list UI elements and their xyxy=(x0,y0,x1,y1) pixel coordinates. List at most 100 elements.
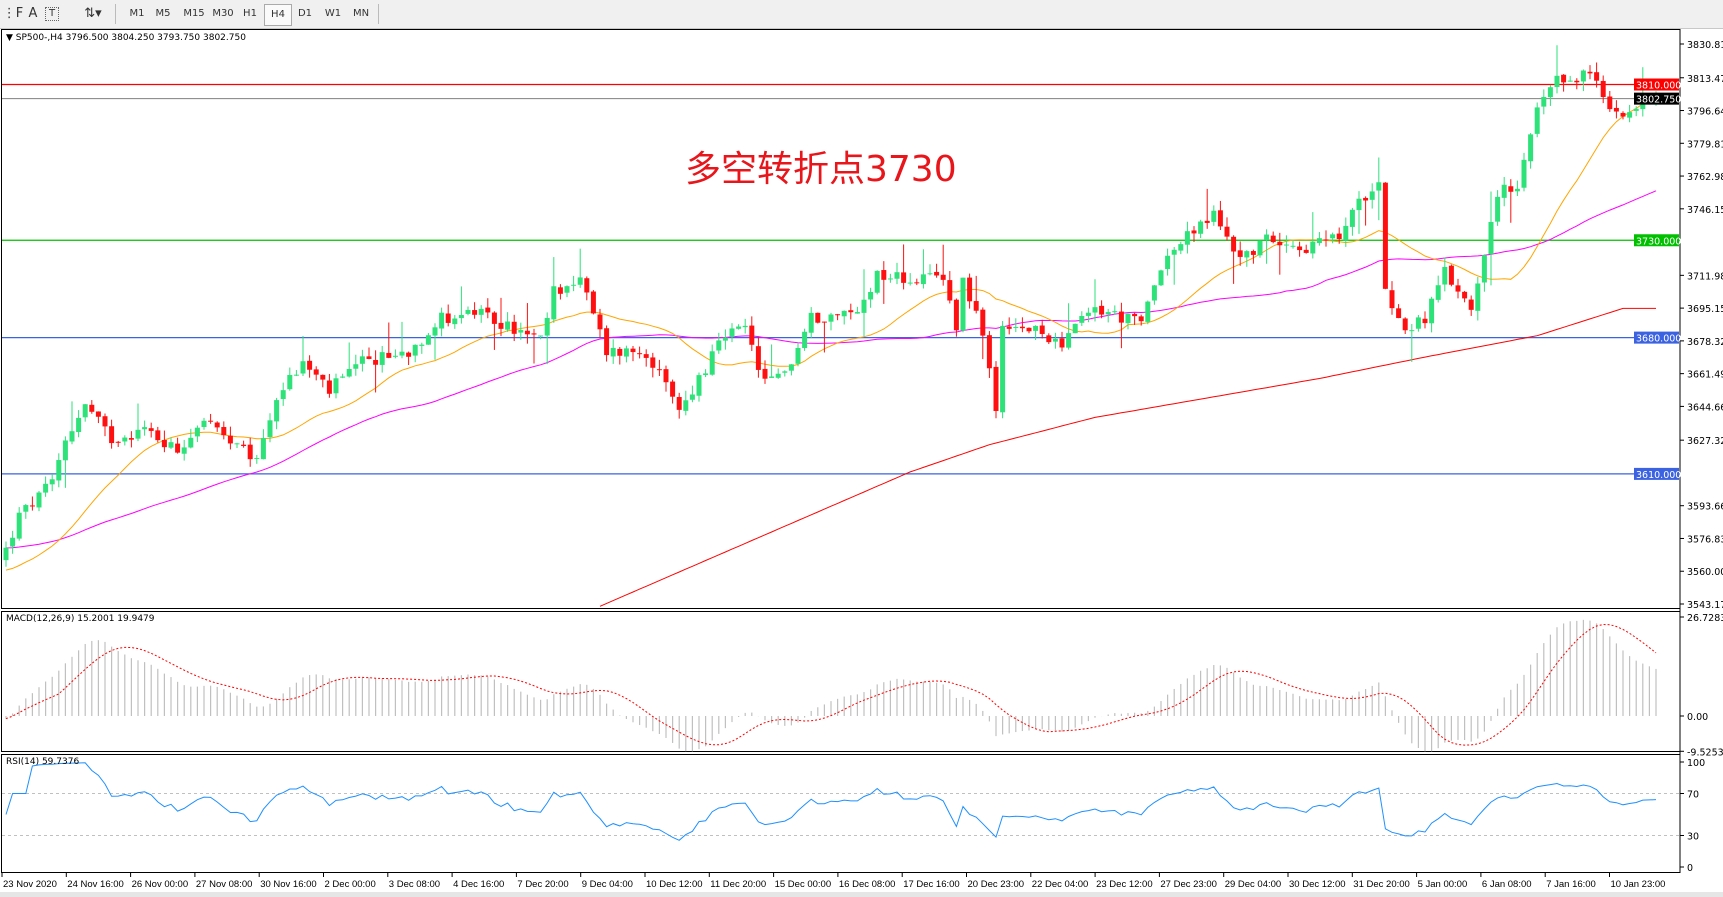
time-axis-label: 27 Dec 23:00 xyxy=(1160,879,1217,890)
moving-average-mid xyxy=(5,190,1657,549)
price-axis-label: 3813.470 xyxy=(1687,74,1723,85)
candle-bull xyxy=(736,326,742,329)
candle-bear xyxy=(617,348,623,356)
candle-bear xyxy=(934,271,940,276)
candle-bear xyxy=(1607,96,1613,110)
timeframe-m30[interactable]: M30 xyxy=(212,8,234,19)
candle-bull xyxy=(254,457,260,459)
candle-bear xyxy=(1382,182,1388,289)
candle-bear xyxy=(89,404,95,412)
candle-bear xyxy=(557,287,563,294)
symbol-header: ▼ SP500-,H4 3796.500 3804.250 3793.750 3… xyxy=(6,33,246,43)
timeframe-w1[interactable]: W1 xyxy=(324,8,342,19)
symbol-ohlc: SP500-,H4 3796.500 3804.250 3793.750 380… xyxy=(15,33,246,43)
candle-bull xyxy=(10,537,16,547)
timeframe-d1[interactable]: D1 xyxy=(297,8,313,19)
candle-bear xyxy=(109,426,115,444)
candle-bull xyxy=(3,547,9,561)
candle-bull xyxy=(854,312,860,314)
chart-annotation[interactable]: 多空转折点3730 xyxy=(685,149,957,190)
candle-bull xyxy=(234,443,240,445)
timeframe-m1[interactable]: M1 xyxy=(129,8,145,19)
candle-bull xyxy=(168,442,174,448)
candle-bear xyxy=(307,360,313,370)
candle-bull xyxy=(36,492,42,508)
candle-bull xyxy=(1633,108,1639,111)
candle-bull xyxy=(703,373,709,376)
candle-bull xyxy=(1178,244,1184,251)
rsi-panel-frame xyxy=(1,754,1681,873)
price-level-tag xyxy=(1634,234,1679,247)
candle-bear xyxy=(155,430,161,441)
candle-bull xyxy=(1475,283,1481,311)
candle-bear xyxy=(386,352,392,358)
candle-bull xyxy=(920,274,926,285)
candle-bull xyxy=(346,369,352,377)
candle-bull xyxy=(538,335,544,337)
candle-bear xyxy=(676,397,682,410)
candle-bear xyxy=(1620,112,1626,117)
candle-bull xyxy=(775,373,781,378)
candle-bull xyxy=(399,351,405,356)
candle-bear xyxy=(29,505,35,507)
candle-bear xyxy=(604,328,610,356)
candle-bull xyxy=(293,374,299,376)
candle-bull xyxy=(709,351,715,375)
price-axis-label: 3593.660 xyxy=(1687,502,1723,513)
candle-bear xyxy=(148,428,154,431)
time-axis-label: 31 Dec 20:00 xyxy=(1353,879,1410,890)
timeframe-h1[interactable]: H1 xyxy=(243,8,257,19)
rsi-label: RSI(14) 59.7376 xyxy=(6,757,80,767)
arrows-icon[interactable]: ⇅▾ xyxy=(84,6,102,21)
macd-axis-label: -9.5253 xyxy=(1687,747,1723,758)
candle-bull xyxy=(1547,87,1553,98)
candle-bear xyxy=(227,435,233,444)
time-axis-label: 30 Dec 12:00 xyxy=(1289,879,1346,890)
time-axis-label: 22 Dec 04:00 xyxy=(1032,879,1089,890)
candle-bear xyxy=(1323,239,1329,241)
candle-bear xyxy=(1026,327,1032,332)
candle-bear xyxy=(1561,74,1567,83)
fibonacci-icon[interactable]: ⋮F xyxy=(2,6,24,21)
candle-bear xyxy=(1422,318,1428,324)
timeframe-h4[interactable]: H4 xyxy=(264,4,292,26)
candle-bull xyxy=(1290,245,1296,247)
status-band xyxy=(0,892,1723,897)
candle-bull xyxy=(274,400,280,422)
candle-bear xyxy=(373,359,379,365)
text-icon[interactable]: A xyxy=(28,6,38,21)
candle-bull xyxy=(340,376,346,378)
toolbar: ⋮F A T ⇅▾ M1 M5 M15 M30 H1 H4 D1 W1 MN xyxy=(0,0,1723,29)
text-label-icon[interactable]: T xyxy=(45,7,59,21)
candle-bull xyxy=(439,312,445,329)
candle-bull xyxy=(1165,255,1171,270)
candle-bull xyxy=(1085,312,1091,316)
candle-bear xyxy=(1039,325,1045,334)
rsi-axis-label: 100 xyxy=(1687,758,1705,769)
candle-bear xyxy=(1277,241,1283,246)
candle-bear xyxy=(524,330,530,335)
candle-bull xyxy=(432,327,438,336)
candle-bear xyxy=(1006,326,1012,329)
timeframe-m5[interactable]: M5 xyxy=(155,8,171,19)
candle-bear xyxy=(1587,71,1593,74)
chart-area[interactable]: 3830.810 3813.470 3796.640 3779.810 3762.980… xyxy=(0,29,1723,892)
candle-bear xyxy=(221,427,227,436)
candle-bull xyxy=(419,344,425,346)
timeframe-m15[interactable]: M15 xyxy=(183,8,205,19)
candle-bull xyxy=(1409,330,1415,332)
candle-bear xyxy=(95,411,101,417)
candle-bull xyxy=(287,374,293,390)
timeframe-mn[interactable]: MN xyxy=(352,8,370,19)
candle-bear xyxy=(1297,246,1303,251)
candlesticks xyxy=(3,45,1659,567)
price-level-tag xyxy=(1634,331,1679,344)
candle-bear xyxy=(485,307,491,313)
candle-bull xyxy=(1554,75,1560,88)
candle-bull xyxy=(280,390,286,400)
candle-bear xyxy=(980,309,986,336)
candle-bear xyxy=(1303,249,1309,253)
toolbar-separator xyxy=(378,4,379,24)
candle-bear xyxy=(881,270,887,280)
candle-bull xyxy=(69,431,75,442)
